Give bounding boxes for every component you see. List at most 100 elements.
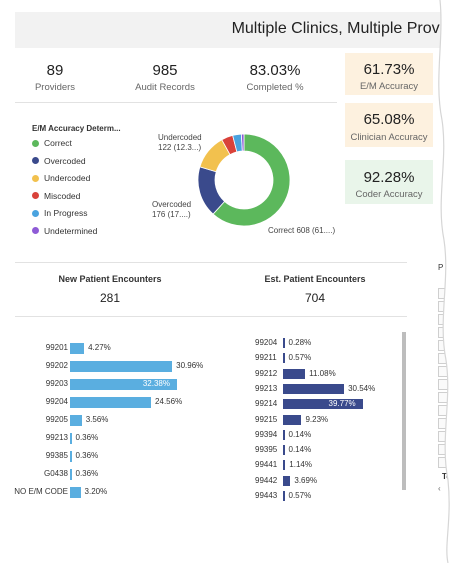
bar-value-label: 39.77%	[328, 399, 356, 409]
bar-category-label: 99201	[45, 343, 68, 352]
legend-item[interactable]: In Progress	[32, 208, 87, 218]
new-patient-title: New Patient Encounters	[58, 274, 162, 284]
bar[interactable]	[283, 368, 306, 379]
legend-swatch	[32, 227, 39, 234]
bar-category-label: 99441	[255, 460, 278, 470]
bar-category-label: 99215	[255, 414, 278, 424]
bar-category-label: 99204	[255, 338, 278, 347]
bar-value-label: 30.54%	[348, 383, 376, 393]
clinician-accuracy-card: 65.08% Clinician Accuracy	[345, 103, 433, 147]
bar-value-label: 0.36%	[75, 451, 99, 460]
bar-value-label: 0.36%	[75, 469, 99, 478]
legend-item[interactable]: Miscoded	[32, 191, 80, 201]
legend-item[interactable]: Undercoded	[32, 173, 90, 183]
legend-swatch	[32, 139, 39, 147]
bar-category-label: 99203	[45, 379, 68, 388]
bar-category-label: 99211	[255, 353, 277, 363]
bar-value-label: 0.57%	[288, 491, 312, 500]
audit-records-value: 985	[152, 62, 178, 79]
bar[interactable]	[70, 468, 72, 480]
bar[interactable]	[283, 475, 291, 486]
bar[interactable]	[70, 432, 72, 444]
bar-value-label: 0.57%	[288, 353, 312, 363]
bar[interactable]	[70, 414, 82, 426]
donut-slice-undetermined[interactable]	[240, 133, 245, 152]
bar[interactable]	[283, 414, 302, 425]
accuracy-donut-chart[interactable]	[196, 132, 292, 228]
bar[interactable]	[70, 450, 72, 462]
em-accuracy-label: E/M Accuracy	[359, 81, 419, 92]
bar-category-label: 99442	[255, 475, 278, 485]
bar-category-label: 99443	[255, 491, 278, 500]
coder-accuracy-card: 92.28% Coder Accuracy	[345, 160, 433, 204]
legend-item[interactable]: Undetermined	[32, 226, 97, 236]
bar-value-label: 3.20%	[84, 487, 108, 496]
legend-item[interactable]: Correct	[32, 138, 72, 148]
scroll-left-icon[interactable]: ‹	[438, 484, 441, 493]
donut-label-undercoded-name: Undercoded	[158, 133, 202, 142]
bar[interactable]	[70, 360, 173, 372]
bar[interactable]	[70, 378, 177, 390]
bar-category-label: 99212	[255, 368, 278, 378]
completed-value: 83.03%	[249, 62, 301, 79]
coder-accuracy-label: Coder Accuracy	[355, 189, 423, 200]
report-header: Multiple Clinics, Multiple Provide	[15, 12, 467, 48]
bar[interactable]	[283, 338, 285, 348]
bar-value-label: 0.36%	[75, 433, 99, 442]
bar[interactable]	[283, 445, 285, 456]
donut-label-undercoded: Undercoded 122 (12.3...)	[158, 133, 202, 153]
donut-label-undercoded-value: 122 (12.3...)	[158, 143, 202, 152]
bar-value-label: 0.14%	[288, 429, 312, 439]
right-panel-total: To	[442, 472, 452, 481]
bar[interactable]	[283, 460, 286, 471]
bar[interactable]	[70, 342, 85, 354]
providers-label: Providers	[34, 82, 76, 93]
bar-category-label: 99394	[255, 429, 278, 439]
legend-label: Undercoded	[44, 173, 91, 183]
bar[interactable]	[70, 396, 152, 408]
bar-value-label: 3.69%	[294, 475, 318, 485]
donut-slice-correct[interactable]	[212, 133, 291, 227]
chart-scrollbar-thumb[interactable]	[402, 332, 406, 490]
bar[interactable]	[283, 383, 345, 394]
bar[interactable]	[283, 429, 285, 440]
donut-label-overcoded-value: 176 (17....)	[152, 210, 191, 219]
bar[interactable]	[283, 353, 285, 364]
em-accuracy-value: 61.73%	[363, 61, 415, 78]
legend-label: Correct	[44, 138, 72, 148]
bar[interactable]	[70, 486, 81, 498]
donut-label-correct: Correct 608 (61....)	[268, 226, 336, 235]
bar-category-label: 99213	[45, 433, 68, 442]
legend-label: Undetermined	[44, 225, 98, 236]
legend-label: Miscoded	[44, 190, 81, 201]
right-panel-header: P	[438, 263, 444, 272]
legend-swatch	[32, 209, 39, 217]
torn-edge	[438, 0, 474, 563]
page-title: Multiple Clinics, Multiple Provide	[231, 20, 461, 37]
legend-label: In Progress	[44, 208, 88, 218]
bar[interactable]	[283, 491, 285, 501]
bar[interactable]	[283, 399, 363, 410]
clinician-accuracy-label: Clinician Accuracy	[350, 132, 428, 143]
bar-value-label: 24.56%	[155, 397, 183, 406]
legend-swatch	[32, 192, 39, 199]
bar-value-label: 30.96%	[176, 361, 204, 370]
legend-item[interactable]: Overcoded	[32, 156, 86, 166]
completed-label: Completed %	[246, 82, 304, 93]
legend-swatch	[32, 157, 39, 164]
bar-category-label: 99395	[255, 445, 278, 455]
est-patient-title: Est. Patient Encounters	[264, 274, 366, 284]
divider	[15, 262, 407, 263]
providers-value: 89	[46, 62, 64, 79]
clinician-accuracy-value: 65.08%	[363, 111, 415, 128]
bar-category-label: 99205	[45, 415, 68, 424]
bar-value-label: 0.28%	[288, 338, 312, 347]
bar-value-label: 9.23%	[305, 414, 329, 424]
legend-label: Overcoded	[44, 155, 86, 166]
donut-label-overcoded: Overcoded 176 (17....)	[152, 200, 191, 220]
bar-category-label: 99202	[45, 361, 68, 370]
coder-accuracy-value: 92.28%	[363, 169, 415, 186]
bar-category-label: 99214	[255, 399, 278, 409]
bar-value-label: 1.14%	[289, 460, 312, 470]
bar-value-label: 4.27%	[88, 343, 111, 352]
